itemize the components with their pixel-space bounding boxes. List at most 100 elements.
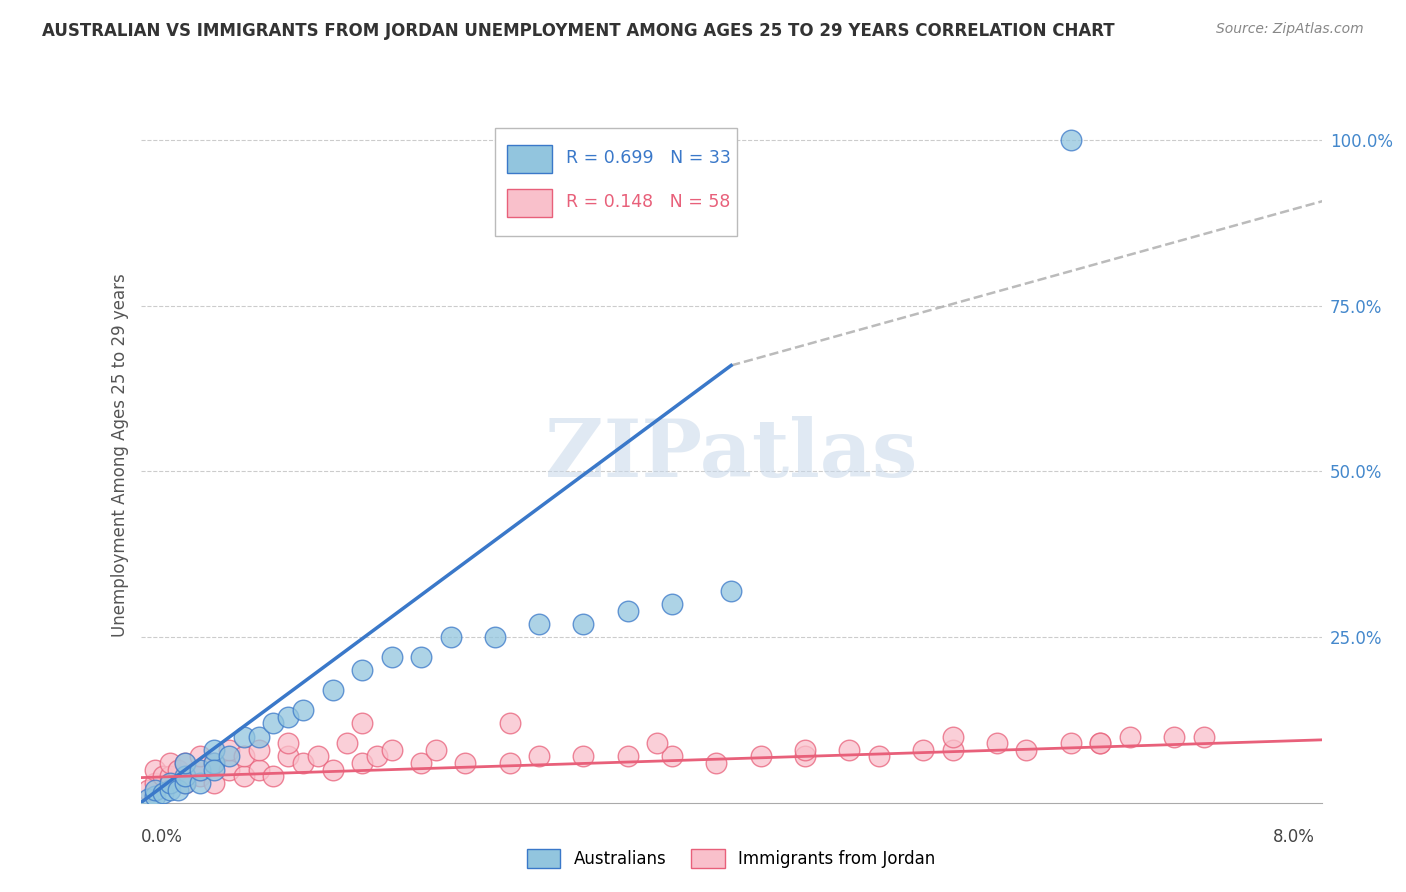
Point xyxy=(749,749,772,764)
Point xyxy=(233,769,256,783)
Point xyxy=(166,782,188,797)
Point xyxy=(647,736,669,750)
Point xyxy=(174,776,197,790)
Point xyxy=(616,749,638,764)
Point xyxy=(499,756,522,770)
Point xyxy=(838,743,860,757)
Point xyxy=(174,756,197,770)
Point xyxy=(262,769,284,783)
Point xyxy=(499,716,522,731)
Point xyxy=(529,616,551,631)
Point xyxy=(411,650,433,665)
Point xyxy=(277,709,299,723)
Point xyxy=(262,716,284,731)
Point xyxy=(277,749,299,764)
Point xyxy=(188,769,211,783)
Point xyxy=(1015,743,1038,757)
Point xyxy=(942,743,965,757)
Point xyxy=(202,756,225,770)
Point xyxy=(616,604,638,618)
Text: AUSTRALIAN VS IMMIGRANTS FROM JORDAN UNEMPLOYMENT AMONG AGES 25 TO 29 YEARS CORR: AUSTRALIAN VS IMMIGRANTS FROM JORDAN UNE… xyxy=(42,22,1115,40)
Legend: Australians, Immigrants from Jordan: Australians, Immigrants from Jordan xyxy=(520,842,942,874)
Point xyxy=(484,630,506,644)
Point xyxy=(321,683,344,698)
Point xyxy=(188,749,211,764)
Point xyxy=(136,782,159,797)
Point xyxy=(352,756,374,770)
Point xyxy=(247,730,270,744)
Point xyxy=(247,763,270,777)
Y-axis label: Unemployment Among Ages 25 to 29 years: Unemployment Among Ages 25 to 29 years xyxy=(111,273,129,637)
Point xyxy=(793,743,815,757)
Point xyxy=(366,749,388,764)
Point xyxy=(425,743,447,757)
Point xyxy=(202,776,225,790)
Bar xyxy=(506,189,551,217)
Point xyxy=(942,730,965,744)
Text: 8.0%: 8.0% xyxy=(1272,828,1315,846)
Point xyxy=(720,583,742,598)
Point xyxy=(1060,736,1083,750)
Point xyxy=(336,736,359,750)
Point xyxy=(292,756,315,770)
Point xyxy=(145,782,166,797)
Point xyxy=(218,749,240,764)
Point xyxy=(868,749,890,764)
Point xyxy=(454,756,477,770)
Point xyxy=(174,769,197,783)
Point xyxy=(380,743,404,757)
Point xyxy=(159,782,181,797)
Point xyxy=(321,763,344,777)
Point xyxy=(145,763,166,777)
Point xyxy=(247,743,270,757)
Point xyxy=(1163,730,1185,744)
Text: Source: ZipAtlas.com: Source: ZipAtlas.com xyxy=(1216,22,1364,37)
Point xyxy=(1060,133,1083,147)
Point xyxy=(152,769,174,783)
Text: ZIPatlas: ZIPatlas xyxy=(546,416,917,494)
Point xyxy=(159,769,181,783)
Point xyxy=(1088,736,1111,750)
Text: 0.0%: 0.0% xyxy=(141,828,183,846)
Point xyxy=(572,749,595,764)
Point xyxy=(188,763,211,777)
Point xyxy=(572,616,595,631)
Point xyxy=(159,756,181,770)
Point xyxy=(380,650,404,665)
Point xyxy=(145,776,166,790)
Point xyxy=(202,763,225,777)
Point xyxy=(188,776,211,790)
Text: R = 0.148   N = 58: R = 0.148 N = 58 xyxy=(565,193,730,211)
Point xyxy=(174,756,197,770)
Point xyxy=(277,736,299,750)
Point xyxy=(159,776,181,790)
Point xyxy=(152,786,174,800)
Point xyxy=(1119,730,1142,744)
FancyBboxPatch shape xyxy=(495,128,737,235)
Point xyxy=(233,730,256,744)
Point xyxy=(352,716,374,731)
Point xyxy=(145,789,166,804)
Point xyxy=(174,776,197,790)
Point xyxy=(440,630,463,644)
Text: R = 0.699   N = 33: R = 0.699 N = 33 xyxy=(565,149,731,167)
Point xyxy=(202,756,225,770)
Point xyxy=(188,763,211,777)
Point xyxy=(661,597,683,611)
Point xyxy=(136,792,159,806)
Point xyxy=(704,756,728,770)
Point xyxy=(292,703,315,717)
Point xyxy=(793,749,815,764)
Point xyxy=(352,663,374,677)
Point xyxy=(529,749,551,764)
Point xyxy=(911,743,934,757)
Point xyxy=(202,743,225,757)
Point xyxy=(218,743,240,757)
Bar xyxy=(506,145,551,173)
Point xyxy=(218,763,240,777)
Point xyxy=(233,749,256,764)
Point xyxy=(661,749,683,764)
Point xyxy=(307,749,329,764)
Point xyxy=(1192,730,1215,744)
Point xyxy=(1088,736,1111,750)
